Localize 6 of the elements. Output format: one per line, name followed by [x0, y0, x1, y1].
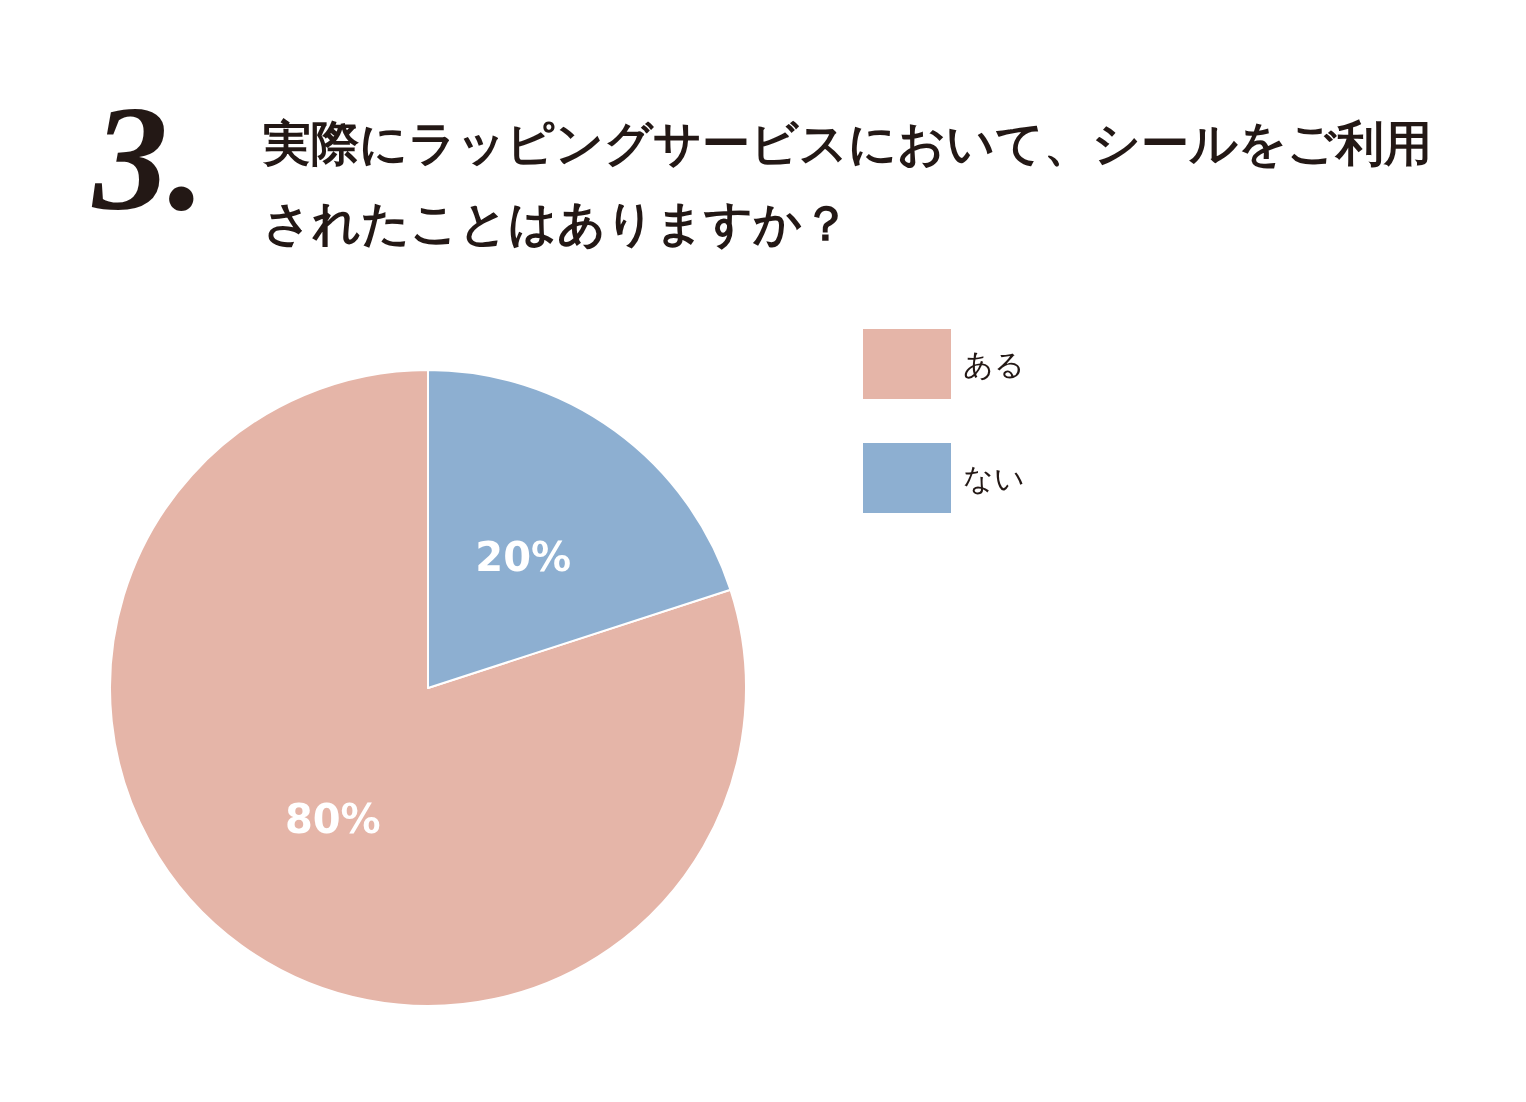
legend-label: ある: [963, 347, 1025, 381]
chart-title: 3.: [91, 75, 206, 241]
legend-label: ない: [963, 461, 1025, 495]
chart-subtitle: 実際にラッピングサービスにおいて、シールをご利用されたことはありますか？: [262, 116, 1432, 250]
data-label: 20%: [475, 533, 572, 580]
data-label: 80%: [284, 796, 381, 843]
